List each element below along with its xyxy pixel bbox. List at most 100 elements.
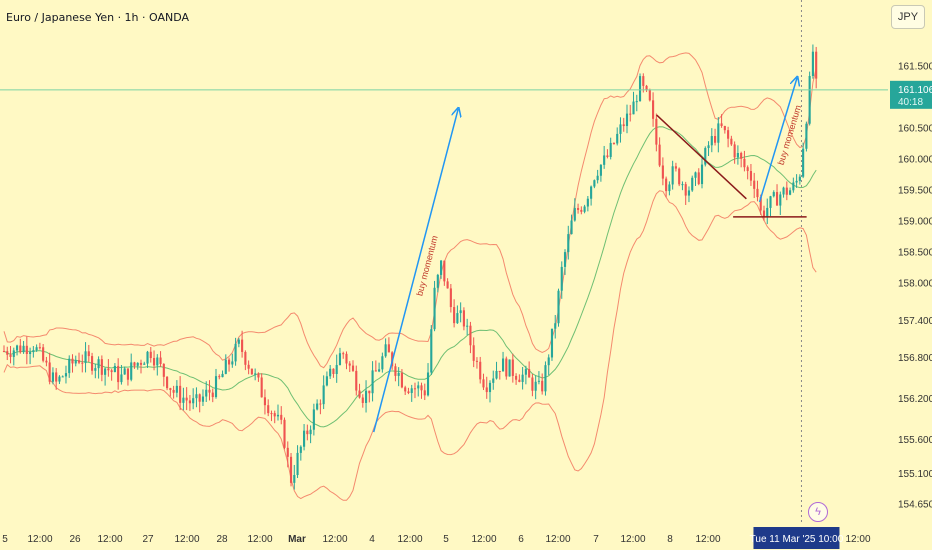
- candle-97: [319, 399, 322, 415]
- candle-5: [19, 338, 22, 354]
- currency-unit-button[interactable]: JPY: [891, 5, 925, 29]
- y-tick-label-12: 154.650: [898, 500, 932, 511]
- candle-204: [668, 181, 671, 196]
- candle-173: [567, 225, 570, 260]
- candle-body: [511, 359, 514, 376]
- candle-body: [632, 101, 635, 115]
- candle-body: [257, 373, 260, 378]
- candle-body: [159, 357, 162, 364]
- y-tick-label-10: 155.600: [898, 435, 932, 446]
- candle-body: [64, 373, 68, 377]
- candle-body: [625, 113, 629, 127]
- candle-body: [303, 430, 306, 447]
- candle-body: [378, 369, 381, 372]
- candle-body: [345, 353, 348, 364]
- candle-body: [143, 363, 146, 365]
- candle-body: [498, 370, 501, 372]
- candle-body: [234, 343, 237, 362]
- candle-body: [746, 167, 749, 172]
- trendline-0: [656, 114, 747, 200]
- candle-69: [227, 357, 231, 372]
- candle-body: [332, 368, 335, 374]
- candle-209: [684, 181, 687, 205]
- candle-body: [156, 357, 159, 366]
- candle-body: [195, 394, 198, 399]
- candle-body: [479, 361, 482, 380]
- candle-body: [609, 142, 612, 157]
- candle-131: [430, 325, 433, 375]
- candle-body: [420, 385, 423, 391]
- candle-body: [697, 172, 700, 185]
- candle-body: [573, 208, 576, 221]
- candle-body: [557, 290, 560, 324]
- candle-body: [599, 164, 602, 176]
- lightning-icon[interactable]: ϟ: [808, 502, 828, 522]
- candle-body: [811, 51, 814, 76]
- candle-83: [273, 410, 276, 424]
- candle-body: [351, 365, 355, 371]
- candle-body: [280, 414, 283, 420]
- candle-60: [198, 393, 201, 413]
- y-tick-label-11: 155.100: [898, 469, 932, 480]
- candle-118: [387, 337, 390, 353]
- candle-body: [815, 51, 818, 79]
- candle-227: [743, 150, 746, 172]
- y-tick-label-1: 160.500: [898, 123, 932, 134]
- candle-211: [691, 175, 694, 192]
- candle-body: [130, 362, 133, 380]
- candle-7: [25, 336, 28, 365]
- candle-185: [606, 149, 609, 159]
- candle-body: [612, 142, 616, 144]
- candle-32: [107, 359, 110, 377]
- candle-body: [6, 351, 9, 355]
- candle-102: [335, 354, 338, 383]
- candle-125: [410, 384, 413, 402]
- candle-body: [71, 358, 74, 364]
- candle-body: [756, 188, 759, 198]
- candle-172: [563, 249, 567, 275]
- candle-body: [456, 313, 459, 324]
- candle-body: [635, 101, 638, 103]
- candle-body: [544, 365, 547, 392]
- candle-88: [289, 452, 293, 487]
- candle-body: [201, 396, 205, 402]
- candle-191: [625, 104, 629, 134]
- candle-58: [192, 388, 195, 410]
- candle-30: [100, 355, 103, 382]
- candle-body: [492, 378, 495, 383]
- x-tick-label-13: 12:00: [471, 534, 496, 545]
- candle-body: [110, 370, 113, 373]
- candle-body: [296, 452, 299, 475]
- candle-body: [740, 153, 743, 159]
- candle-104: [342, 351, 345, 359]
- candle-129: [423, 383, 426, 401]
- candle-224: [733, 141, 736, 164]
- candle-134: [440, 259, 443, 279]
- candle-44: [146, 350, 149, 368]
- candle-body: [338, 353, 342, 365]
- candle-34: [113, 363, 116, 373]
- candle-body: [12, 350, 15, 357]
- candle-body: [192, 398, 195, 404]
- candle-149: [488, 380, 492, 403]
- candle-150: [492, 370, 495, 390]
- x-tick-label-21: 12:00: [845, 534, 870, 545]
- candle-body: [384, 344, 387, 357]
- candle-body: [185, 397, 188, 401]
- candle-body: [381, 356, 384, 370]
- candle-body: [534, 381, 537, 391]
- candle-49: [162, 363, 165, 387]
- x-tick-label-12: 5: [443, 534, 449, 545]
- candle-111: [364, 380, 368, 413]
- candle-217: [710, 128, 713, 153]
- candle-body: [68, 358, 71, 374]
- candle-147: [482, 373, 485, 391]
- candle-body: [577, 208, 580, 210]
- x-tick-label-0: 5: [2, 534, 8, 545]
- candle-243: [795, 174, 798, 188]
- candle-8: [29, 347, 32, 365]
- candle-73: [241, 330, 244, 358]
- candle-body: [25, 345, 28, 354]
- candle-57: [188, 395, 191, 411]
